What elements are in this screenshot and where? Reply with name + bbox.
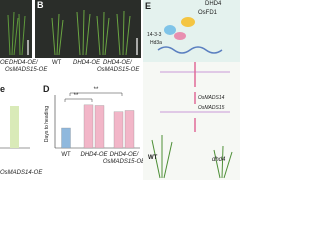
bar xyxy=(113,111,124,149)
label: WT xyxy=(148,155,158,161)
edge-label: OE xyxy=(0,60,10,66)
protein xyxy=(164,25,176,35)
figure: OE DHD4-OE/ OsMADS15-OE B WT DHD4-OE DHD… xyxy=(0,0,240,180)
label: OsFD1 xyxy=(198,10,218,16)
label: DHD4-OE xyxy=(73,60,101,66)
photo-b xyxy=(35,0,141,58)
y-axis-label: Days to heading xyxy=(44,106,50,142)
label: DHD4 xyxy=(205,1,222,7)
plants-e xyxy=(151,135,233,179)
label: WT xyxy=(52,60,62,66)
dna xyxy=(157,46,223,54)
x-tick-label: OsMADS15-OE xyxy=(103,159,146,165)
label: 14-3-3 xyxy=(147,32,162,38)
significance-bracket xyxy=(64,92,123,102)
bar xyxy=(83,104,94,149)
panel-letter: D xyxy=(43,84,50,94)
plants-bg xyxy=(143,62,240,180)
page: OE DHD4-OE/ OsMADS15-OE B WT DHD4-OE DHD… xyxy=(0,0,240,180)
bar xyxy=(61,127,71,149)
x-tick-label: DHD4-OE xyxy=(80,152,108,158)
label: OsMADS14 xyxy=(198,95,225,101)
label: Hd3a xyxy=(150,40,162,46)
label: DHD4-OE/ xyxy=(103,60,133,66)
significance: ** xyxy=(74,93,79,99)
panel-letter: E xyxy=(145,1,151,11)
x-tick-label: DHD4-OE/ xyxy=(110,152,140,158)
label: OsMADS15-OE xyxy=(5,67,48,73)
bar xyxy=(124,110,135,149)
label: OsMADS14-OE xyxy=(0,170,43,176)
label: OsMADS15 xyxy=(198,105,225,111)
label: OsMADS15-OE xyxy=(97,67,140,73)
x-tick-label: WT xyxy=(61,152,71,158)
bar xyxy=(94,105,105,149)
plants-a xyxy=(7,11,26,56)
panel-letter: e xyxy=(0,84,5,94)
plants-b xyxy=(51,9,131,56)
photo-a xyxy=(0,0,32,58)
label: DHD4-OE/ xyxy=(9,60,39,66)
label: dhd4 xyxy=(212,157,226,163)
significance: ** xyxy=(94,87,99,93)
protein xyxy=(181,17,195,27)
diagram-bg xyxy=(143,0,240,62)
panel-letter: B xyxy=(37,0,44,10)
panel-d: D Days to heading ** ** WT DHD4-OE DHD4-OE… xyxy=(43,84,146,165)
bar-partial xyxy=(10,106,19,148)
protein xyxy=(174,32,186,40)
